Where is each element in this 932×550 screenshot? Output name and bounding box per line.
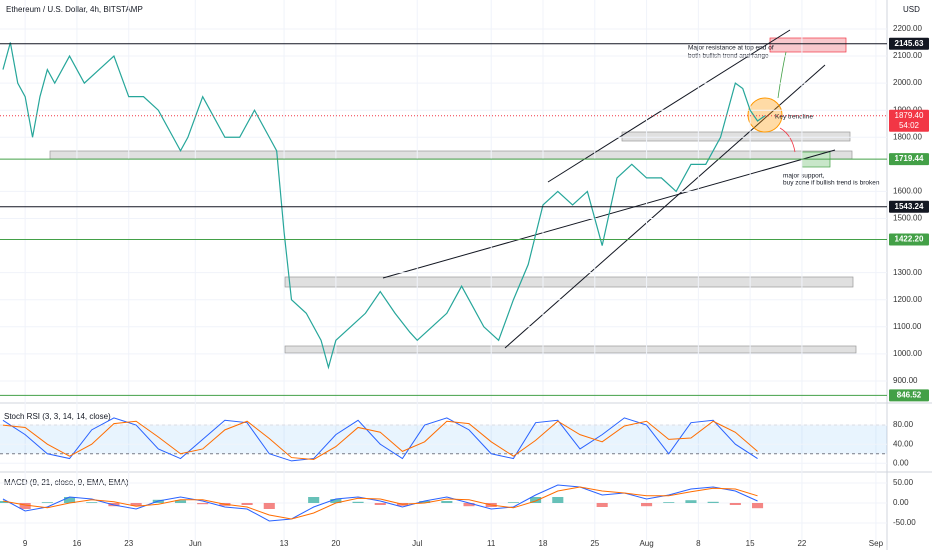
countdown: 54:02 (899, 121, 920, 130)
level-label: 846.52 (897, 391, 922, 400)
pane-title: Stoch RSI (3, 3, 14, 14, close) (4, 412, 111, 421)
histogram-bar (130, 503, 142, 506)
x-tick-label: 23 (124, 539, 133, 548)
level-label-box (889, 389, 929, 402)
band (0, 425, 887, 454)
histogram-bar (241, 503, 253, 505)
currency: USD (903, 5, 920, 14)
y-tick-label: 1500.00 (893, 214, 922, 223)
y-tick-label: 50.00 (893, 478, 914, 487)
x-tick-label: 11 (487, 539, 496, 548)
level-label: 1543.24 (895, 202, 924, 211)
series-line (2, 420, 758, 460)
histogram-bar (552, 497, 564, 503)
histogram-bar (263, 503, 275, 509)
y-tick-label: 2100.00 (893, 51, 922, 60)
series-line (2, 486, 758, 520)
level-label-box (889, 200, 929, 213)
arrow (777, 51, 787, 99)
x-tick-label: 22 (797, 539, 806, 548)
x-tick-label: 9 (23, 539, 28, 548)
histogram-bar (507, 502, 519, 503)
zone (621, 131, 851, 142)
y-tick-label: 1200.00 (893, 295, 922, 304)
annotation: buy zone if bullish trend is broken (783, 180, 880, 187)
resistance-box (769, 37, 847, 53)
y-tick-label: 2000.00 (893, 78, 922, 87)
histogram-bar (0, 501, 9, 503)
histogram-bar (19, 503, 31, 509)
annotation: Key trendline (775, 114, 813, 121)
histogram-bar (441, 501, 453, 503)
y-tick-label: 40.00 (893, 439, 914, 448)
histogram-bar (685, 500, 697, 503)
histogram-bar (751, 503, 764, 509)
series-line (2, 484, 758, 522)
zone (284, 276, 854, 288)
y-tick-label: 1000.00 (893, 349, 922, 358)
x-tick-label: 8 (696, 539, 701, 548)
y-tick-label: 1100.00 (893, 322, 922, 331)
x-tick-label: 18 (539, 539, 548, 548)
histogram-bar (530, 497, 542, 503)
histogram-bar (352, 501, 364, 503)
highlight-circle (747, 97, 783, 133)
x-tick-label: 13 (280, 539, 289, 548)
level-label: 2145.63 (895, 39, 924, 48)
histogram-bar (330, 499, 342, 503)
y-tick-label: 1600.00 (893, 187, 922, 196)
zone (284, 345, 857, 354)
x-tick-label: 25 (590, 539, 599, 548)
zone (49, 150, 853, 160)
y-tick-label: 0.00 (893, 458, 909, 467)
last-price-box (889, 109, 929, 132)
level-label: 1422.20 (895, 235, 924, 244)
x-tick-label: Aug (639, 539, 653, 548)
histogram-bar (707, 501, 719, 503)
y-tick-label: 1300.00 (893, 268, 922, 277)
chart-title: Ethereum / U.S. Dollar, 4h, BITSTAMP (6, 5, 143, 14)
annotation: Major resistance at top end of (688, 45, 774, 52)
histogram-bar (419, 501, 431, 503)
histogram-bar (174, 500, 187, 503)
y-tick-label: 900.00 (893, 376, 918, 385)
level-label-box (889, 233, 929, 246)
histogram-bar (41, 502, 53, 503)
x-tick-label: 15 (746, 539, 755, 548)
x-tick-label: 20 (331, 539, 340, 548)
level-label: 1719.44 (895, 154, 924, 163)
x-tick-label: Sep (869, 539, 884, 548)
y-tick-label: 80.00 (893, 420, 914, 429)
last-price-label: 1879.40 (895, 111, 924, 120)
histogram-bar (641, 503, 653, 507)
histogram-bar (86, 502, 98, 503)
series-line (2, 417, 758, 462)
level-label-box (889, 153, 929, 166)
y-tick-label: 0.00 (893, 498, 909, 507)
histogram-bar (63, 497, 76, 503)
y-tick-label: 1800.00 (893, 132, 922, 141)
histogram-bar (463, 503, 475, 507)
y-tick-label: -50.00 (893, 518, 916, 527)
x-tick-label: Jun (189, 539, 202, 548)
histogram-bar (729, 503, 741, 505)
histogram-bar (663, 502, 675, 503)
series-line (2, 42, 766, 370)
histogram-bar (308, 497, 320, 503)
histogram-bar (596, 503, 608, 507)
histogram-bar (197, 503, 209, 505)
x-tick-label: 16 (72, 539, 81, 548)
histogram-bar (374, 503, 386, 505)
annotation: major support, (783, 173, 825, 180)
y-tick-label: 2200.00 (893, 24, 922, 33)
level-label-box (889, 37, 929, 50)
x-tick-label: Jul (412, 539, 422, 548)
